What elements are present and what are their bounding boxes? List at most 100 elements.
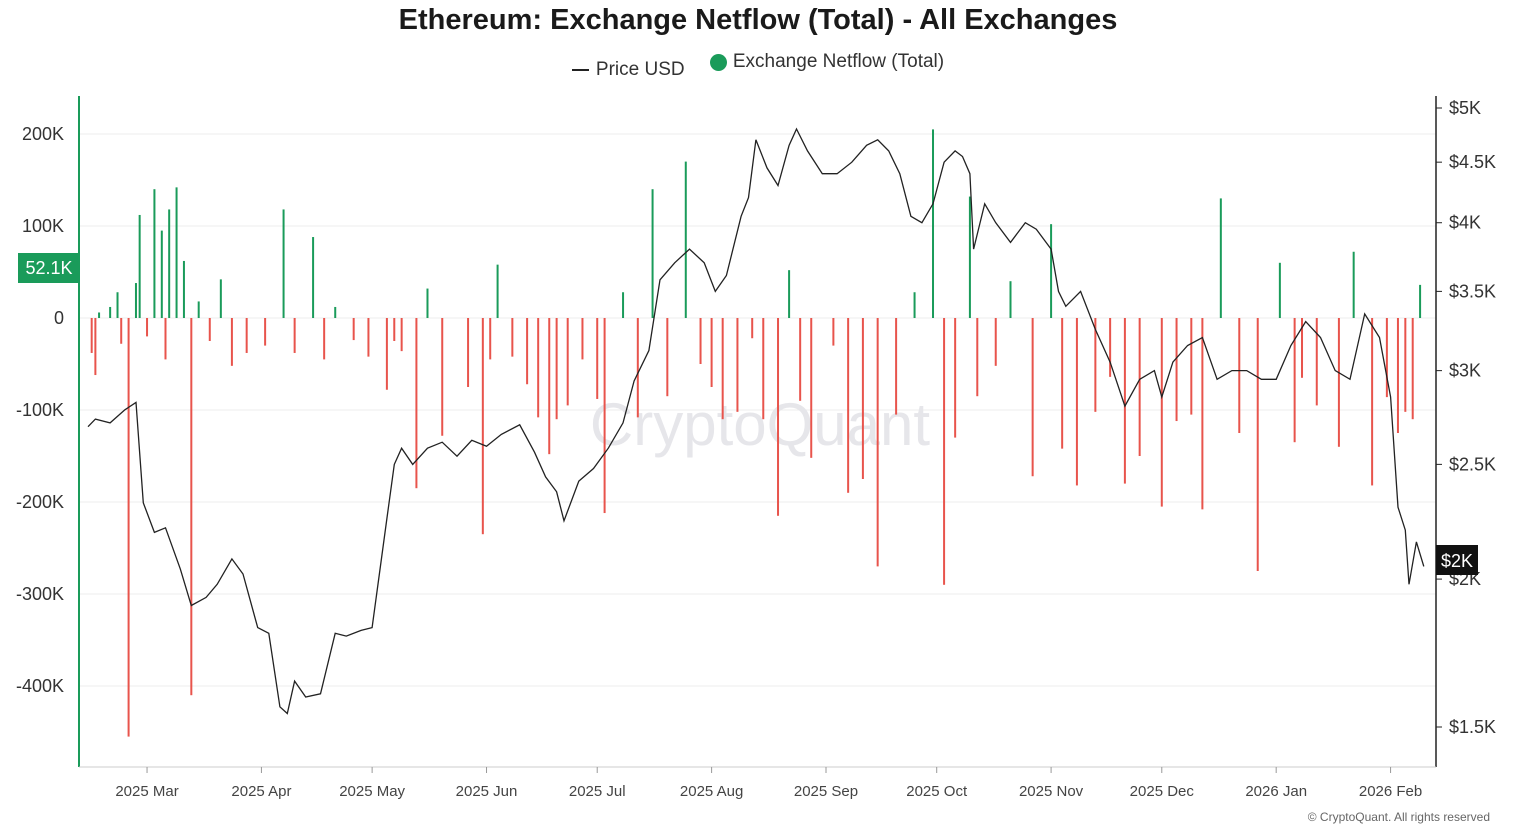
x-tick-label: 2025 Jul <box>569 783 626 800</box>
right-tick-label: $3.5K <box>1449 281 1496 301</box>
netflow-bar <box>994 318 997 366</box>
netflow-bar <box>566 318 569 406</box>
netflow-bar <box>230 318 233 366</box>
netflow-bar <box>699 318 702 364</box>
netflow-bar <box>1009 281 1012 318</box>
netflow-bar <box>751 318 754 339</box>
x-tick-label: 2025 Dec <box>1130 783 1195 800</box>
left-tick-label: 200K <box>22 124 64 144</box>
netflow-bar <box>976 318 979 397</box>
right-tick-label: $4K <box>1449 213 1481 233</box>
netflow-bar <box>943 318 946 585</box>
legend-item-netflow[interactable]: Exchange Netflow (Total) <box>709 51 944 73</box>
right-tick-label: $2.5K <box>1449 454 1496 474</box>
netflow-bar <box>548 318 551 455</box>
netflow-bar <box>1061 318 1064 449</box>
legend-item-price[interactable]: Price USD <box>571 58 685 81</box>
netflow-bar <box>197 301 200 318</box>
netflow-bar <box>293 318 296 353</box>
netflow-bar <box>581 318 584 360</box>
netflow-bar <box>109 306 112 318</box>
netflow-bar <box>352 318 355 341</box>
netflow-bar <box>400 318 403 352</box>
x-tick-label: 2025 Mar <box>115 783 178 800</box>
netflow-bar <box>721 318 724 420</box>
netflow-bar <box>146 318 149 337</box>
netflow-bar <box>913 292 916 318</box>
netflow-bar <box>208 318 211 341</box>
netflow-bar <box>467 318 470 387</box>
netflow-bar <box>1109 318 1112 377</box>
netflow-bar <box>666 318 669 397</box>
netflow-bar <box>1190 318 1193 415</box>
netflow-bar <box>138 214 141 318</box>
left-tick-label: -200K <box>16 492 64 512</box>
copyright-text: © CryptoQuant. All rights reserved <box>1307 810 1490 824</box>
netflow-bar <box>1301 318 1304 378</box>
netflow-bar <box>876 318 879 567</box>
x-tick-label: 2025 May <box>339 783 405 800</box>
x-tick-label: 2025 Jun <box>456 783 518 800</box>
x-tick-label: 2026 Jan <box>1245 783 1307 800</box>
netflow-bar <box>312 237 315 318</box>
netflow-bar <box>1160 318 1163 507</box>
right-tick-label: $4.5K <box>1449 152 1496 172</box>
legend-label-price: Price USD <box>595 58 685 80</box>
netflow-bar <box>968 196 971 318</box>
x-tick-label: 2025 Oct <box>906 783 968 800</box>
current-netflow-badge: 52.1K <box>18 253 79 283</box>
netflow-bar <box>127 318 130 737</box>
netflow-bar <box>1396 318 1399 433</box>
x-tick-label: 2025 Sep <box>794 783 858 800</box>
netflow-bar <box>810 318 813 458</box>
netflow-bar <box>190 318 193 696</box>
netflow-bar <box>1337 318 1340 447</box>
chart-legend: Price USD Exchange Netflow (Total) <box>0 51 1516 81</box>
netflow-bar <box>334 306 337 318</box>
netflow-bar <box>1404 318 1407 412</box>
left-tick-label: -100K <box>16 400 64 420</box>
netflow-bar <box>496 264 499 318</box>
netflow-bar <box>1315 318 1318 406</box>
netflow-bar <box>832 318 835 346</box>
netflow-bar <box>90 318 93 353</box>
netflow-bar <box>1371 318 1374 486</box>
x-tick-label: 2025 Apr <box>231 783 291 800</box>
netflow-bar <box>182 260 185 318</box>
netflow-bar <box>736 318 739 412</box>
current-price-badge: $2K <box>1436 545 1478 575</box>
legend-dot-marker <box>709 53 727 71</box>
netflow-bar <box>636 318 639 418</box>
netflow-bar <box>710 318 713 387</box>
left-tick-label: -400K <box>16 676 64 696</box>
netflow-bar <box>684 161 687 318</box>
netflow-bar <box>1352 251 1355 318</box>
netflow-bar <box>526 318 529 385</box>
chart-title: Ethereum: Exchange Netflow (Total) - All… <box>398 4 1118 36</box>
netflow-bar <box>1138 318 1141 456</box>
netflow-bar <box>1278 262 1281 318</box>
netflow-bar <box>1293 318 1296 443</box>
netflow-bar <box>1256 318 1259 571</box>
x-tick-label: 2026 Feb <box>1359 783 1422 800</box>
netflow-bar <box>762 318 765 420</box>
netflow-bar <box>219 279 222 318</box>
legend-line-marker <box>571 68 589 71</box>
netflow-bar <box>847 318 850 493</box>
netflow-bar <box>1238 318 1241 433</box>
right-tick-label: $1.5K <box>1449 717 1496 737</box>
left-axis-ticks: 200K 100K 0 -100K -200K -300K -400K <box>16 124 64 696</box>
x-tick-label: 2025 Nov <box>1019 783 1084 800</box>
netflow-bar <box>1219 198 1222 318</box>
netflow-bar <box>153 189 156 318</box>
netflow-bar <box>895 318 898 415</box>
price-line <box>87 127 1425 715</box>
netflow-bar <box>651 189 654 318</box>
netflow-bar <box>603 318 606 514</box>
netflow-bar <box>555 318 558 420</box>
netflow-bar <box>799 318 802 401</box>
netflow-bar <box>622 292 625 318</box>
netflow-bar <box>98 312 101 318</box>
netflow-bar <box>282 209 285 318</box>
